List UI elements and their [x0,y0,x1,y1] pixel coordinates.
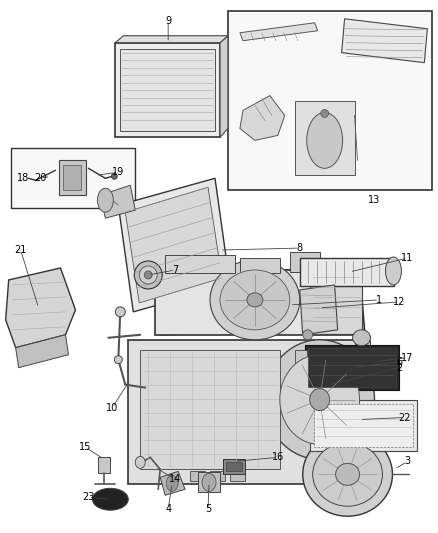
Text: 21: 21 [14,245,27,255]
Ellipse shape [111,173,117,179]
Ellipse shape [310,389,330,410]
Ellipse shape [280,355,360,445]
Polygon shape [240,95,285,140]
Bar [198,472,220,492]
Bar [210,471,225,481]
Text: 8: 8 [297,243,303,253]
Polygon shape [342,19,427,63]
Ellipse shape [97,188,113,212]
Ellipse shape [303,330,313,340]
Ellipse shape [385,257,401,285]
Polygon shape [220,36,228,138]
Ellipse shape [336,463,360,486]
Bar [310,400,417,451]
Text: 3: 3 [404,456,410,466]
Text: 12: 12 [393,297,406,307]
Polygon shape [160,471,185,495]
Ellipse shape [307,112,343,168]
Bar [228,11,432,190]
Text: 11: 11 [401,253,413,263]
Text: 19: 19 [112,167,124,177]
Bar [310,272,361,334]
Ellipse shape [166,475,178,491]
Bar [165,255,235,273]
Text: 20: 20 [34,173,47,183]
Polygon shape [6,268,75,348]
Text: 14: 14 [169,474,181,484]
Ellipse shape [115,307,125,317]
Polygon shape [100,185,135,218]
Bar [223,459,245,474]
Ellipse shape [92,488,128,510]
Polygon shape [118,178,230,312]
Text: 7: 7 [172,265,178,275]
Text: 22: 22 [398,413,411,423]
Ellipse shape [353,330,371,346]
Text: 6: 6 [396,357,403,367]
Text: 10: 10 [106,402,118,413]
Text: 17: 17 [401,353,413,363]
Bar [190,471,205,481]
Text: 16: 16 [272,453,284,463]
Bar [99,457,110,473]
Text: 4: 4 [165,504,171,514]
Polygon shape [300,285,338,335]
Text: 13: 13 [368,195,381,205]
Bar [290,252,320,272]
Bar [314,403,413,447]
Bar [230,471,245,481]
Bar [240,258,280,273]
Bar [155,270,360,335]
Polygon shape [240,23,318,41]
Bar [128,340,367,484]
Bar [115,43,220,138]
Ellipse shape [220,270,290,330]
Bar [64,165,81,190]
Bar [300,258,395,286]
Text: 9: 9 [165,16,171,26]
Bar [120,49,215,132]
Bar [226,462,242,471]
Text: 23: 23 [82,492,95,502]
Text: 5: 5 [205,504,211,514]
Ellipse shape [247,293,263,307]
Bar [305,345,399,390]
Polygon shape [16,335,68,368]
Bar [295,350,307,385]
Polygon shape [155,270,364,335]
Text: 15: 15 [79,442,92,453]
Text: 2: 2 [396,362,403,373]
Polygon shape [125,187,222,303]
Ellipse shape [303,432,392,516]
Ellipse shape [210,260,300,340]
Ellipse shape [144,271,152,279]
Polygon shape [115,36,228,43]
Bar [295,101,355,175]
Ellipse shape [134,261,162,289]
Ellipse shape [202,473,216,491]
Bar [355,340,370,375]
Bar [308,348,396,386]
Ellipse shape [114,356,122,364]
Ellipse shape [265,340,374,459]
Bar [140,350,280,470]
Ellipse shape [135,456,145,469]
Ellipse shape [139,266,157,284]
Ellipse shape [321,109,328,117]
Ellipse shape [313,442,382,506]
Bar [11,148,135,208]
Bar [59,160,86,195]
Text: 1: 1 [376,295,382,305]
Text: 18: 18 [17,173,29,183]
